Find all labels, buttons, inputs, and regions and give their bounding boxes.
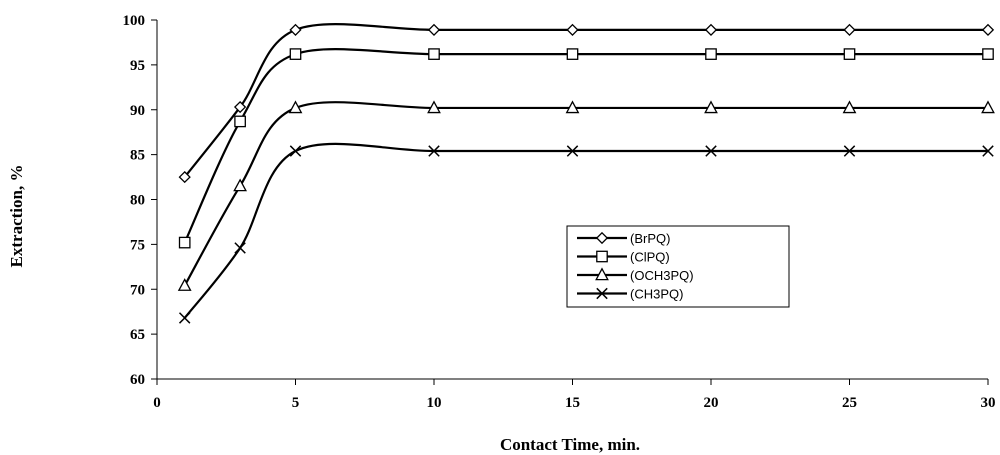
series-square [178,48,994,249]
legend-item: (CH3PQ) [577,287,683,302]
data-point [178,236,191,249]
legend-label: (ClPQ) [630,250,670,265]
legend-marker [595,231,609,245]
axes [156,20,988,380]
y-tick-label: 85 [130,148,145,164]
legend-item: (BrPQ) [577,231,670,246]
x-tick-label: 10 [427,395,442,411]
data-point [289,23,302,36]
y-tick-label: 60 [130,372,145,388]
data-point [178,312,191,324]
y-axis-title: Extraction, % [7,165,26,268]
legend-label: (CH3PQ) [630,287,683,302]
legend-marker [596,287,608,300]
data-point [704,23,718,36]
legend-item: (OCH3PQ) [577,267,694,283]
data-point [234,115,246,128]
y-axis-ticks: 60 65 70 75 80 85 90 95 100 [123,13,157,388]
data-point [982,48,994,60]
y-tick-label: 100 [123,13,146,29]
y-tick-label: 70 [130,282,145,298]
x-axis-title: Contact Time, min. [500,435,640,454]
series-line [183,142,988,319]
y-tick-label: 80 [130,193,145,209]
y-tick-label: 65 [130,327,145,343]
data-point [843,48,856,60]
data-point [566,145,579,157]
series-layer [177,23,995,324]
data-point [428,48,440,60]
data-point [705,145,717,157]
data-point [289,145,302,157]
data-point [234,242,246,254]
data-point [427,23,441,36]
data-point [566,23,579,36]
data-point [566,48,579,60]
data-point [427,100,441,114]
data-point [565,100,580,114]
data-point [843,145,856,157]
data-point [177,278,192,291]
x-tick-label: 30 [981,395,996,411]
data-point [704,100,718,114]
series-diamond [178,23,995,184]
data-point [981,100,995,114]
series-x [178,142,994,324]
data-point [705,48,717,60]
x-tick-label: 25 [842,395,857,411]
y-tick-label: 75 [130,237,145,253]
legend-marker [596,250,608,263]
series-line [183,101,988,287]
x-tick-label: 15 [565,395,580,411]
x-tick-label: 5 [292,395,300,411]
legend: (BrPQ) (ClPQ) (OCH3PQ) (CH3PQ) [566,225,790,308]
legend-marker [595,267,609,281]
data-point [233,100,247,114]
x-axis-ticks: 0 5 10 15 20 25 30 [153,379,996,411]
data-point [842,100,857,114]
legend-label: (OCH3PQ) [630,268,694,283]
data-point [843,23,856,36]
data-point [981,23,995,36]
data-point [178,170,191,184]
y-tick-label: 95 [130,58,145,74]
x-tick-label: 20 [704,395,719,411]
legend-label: (BrPQ) [630,231,670,246]
data-point [982,145,994,157]
legend-item: (ClPQ) [577,250,670,265]
x-tick-label: 0 [153,395,161,411]
data-point [233,178,247,192]
data-point [289,48,302,60]
y-tick-label: 90 [130,103,145,119]
series-line [183,23,988,178]
series-triangle [177,100,995,291]
data-point [288,100,303,114]
series-line [183,48,989,244]
data-point [428,145,440,157]
